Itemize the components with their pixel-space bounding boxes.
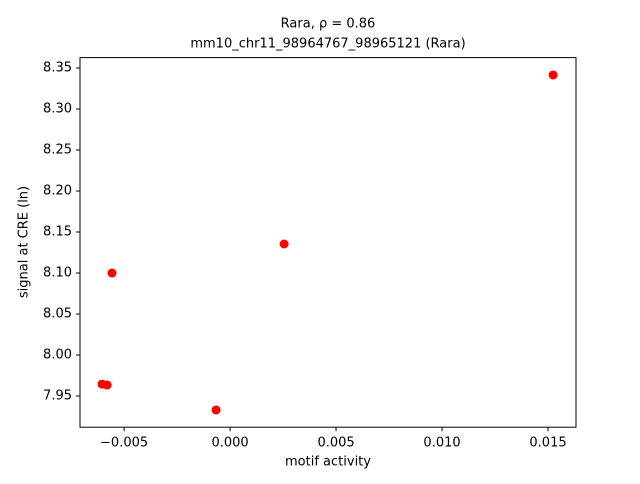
- chart-title: Rara, ρ = 0.86: [281, 17, 376, 32]
- point: [107, 268, 117, 278]
- y-tick-label: 8.25: [43, 143, 72, 158]
- x-axis-label: motif activity: [285, 455, 371, 470]
- point: [548, 70, 558, 80]
- y-tick-label: 8.30: [43, 102, 72, 117]
- x-tick-label: 0.000: [211, 436, 248, 451]
- x-tick-label: 0.005: [317, 436, 354, 451]
- y-tick-label: 8.10: [43, 266, 72, 281]
- x-tick-label: −0.005: [100, 436, 148, 451]
- y-tick-label: 7.95: [43, 389, 72, 404]
- plot-frame: [79, 57, 577, 428]
- point: [102, 380, 112, 390]
- y-tick-label: 8.15: [43, 225, 72, 240]
- y-tick-label: 8.05: [43, 307, 72, 322]
- chart-subtitle: mm10_chr11_98964767_98965121 (Rara): [190, 37, 465, 52]
- point: [211, 405, 221, 415]
- x-tick-label: 0.015: [529, 436, 566, 451]
- y-tick-label: 8.35: [43, 61, 72, 76]
- y-tick-label: 8.20: [43, 184, 72, 199]
- x-tick-label: 0.010: [423, 436, 460, 451]
- point: [279, 239, 289, 249]
- y-axis-label: signal at CRE (ln): [17, 186, 32, 298]
- y-tick-label: 8.00: [43, 348, 72, 363]
